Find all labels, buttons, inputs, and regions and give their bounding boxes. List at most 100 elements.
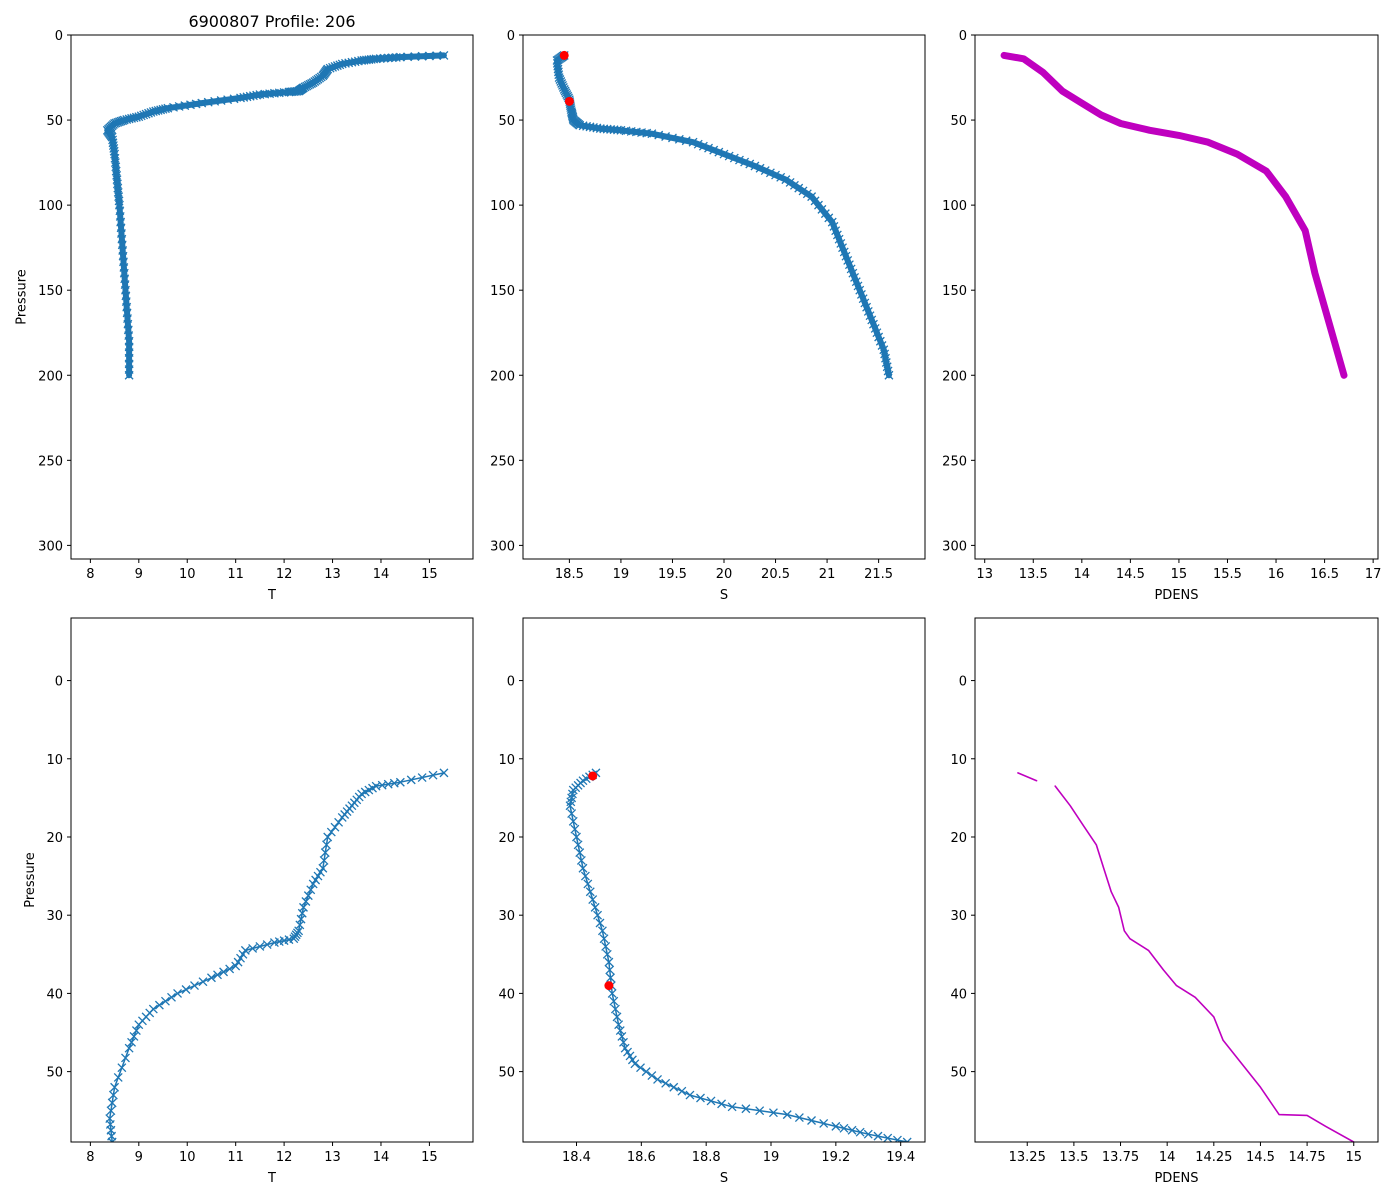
x-tick-label: 12	[276, 1150, 293, 1165]
x-tick-label: 21.5	[864, 567, 893, 582]
x-marker	[334, 817, 344, 827]
x-marker	[709, 145, 719, 155]
x-marker	[337, 812, 347, 822]
x-marker	[819, 1118, 829, 1128]
x-marker	[151, 106, 161, 116]
x-marker	[855, 1127, 865, 1137]
x-marker	[337, 59, 347, 69]
x-marker	[601, 942, 611, 951]
y-tick-label: 250	[490, 454, 515, 469]
x-tick-label: 13.75	[1102, 1150, 1139, 1165]
y-tick-label: 10	[46, 753, 63, 768]
x-marker	[765, 168, 775, 178]
chart-panel-bottom-middle: 18.4 18.6 18.8 19 19.2 19.4 0 10 20 30 40 50 S	[498, 617, 926, 1186]
x-marker	[595, 918, 605, 928]
x-marker	[578, 121, 588, 131]
x-marker	[719, 149, 729, 159]
x-marker	[661, 132, 671, 141]
x-marker	[776, 172, 786, 182]
x-axis-label: PDENS	[1154, 1171, 1198, 1186]
x-marker	[771, 170, 780, 180]
y-tick-label: 50	[46, 1066, 63, 1081]
x-tick-label: 19.4	[886, 1150, 915, 1165]
y-tick-label: 150	[38, 284, 63, 299]
plot-area	[565, 768, 912, 1142]
x-marker	[107, 1098, 117, 1108]
x-marker	[106, 1106, 116, 1116]
x-marker	[669, 1082, 679, 1092]
x-marker	[839, 1123, 849, 1133]
x-marker	[109, 146, 119, 156]
x-marker	[627, 1055, 637, 1065]
x-marker	[892, 1135, 902, 1142]
x-marker	[755, 1106, 765, 1116]
x-marker	[588, 122, 598, 132]
x-marker	[565, 801, 575, 811]
x-marker	[578, 863, 588, 873]
y-tick-label: 0	[959, 675, 967, 690]
x-marker	[568, 816, 578, 826]
x-tick-label: 12	[276, 567, 293, 582]
y-tick-label: 30	[950, 909, 967, 924]
y-axis-label: Pressure	[23, 852, 38, 908]
x-marker	[606, 124, 616, 134]
x-marker	[287, 87, 297, 97]
x-marker	[735, 155, 744, 165]
flag-point	[559, 50, 569, 60]
x-marker	[582, 121, 592, 131]
x-marker	[308, 879, 318, 889]
y-tick-label: 50	[498, 1066, 515, 1081]
x-marker	[580, 871, 590, 881]
x-marker	[306, 885, 316, 895]
x-marker	[595, 124, 605, 134]
chart-panel-top-right: 13 13.5 14 14.5 15 15.5 16 16.5 17 0 50 100 150 200 25…	[942, 29, 1381, 603]
x-marker	[219, 967, 229, 977]
series-markers	[552, 50, 894, 380]
x-tick-label: 16.5	[1310, 567, 1339, 582]
y-tick-label: 100	[490, 199, 515, 214]
x-marker	[424, 51, 434, 61]
x-marker	[807, 1116, 816, 1125]
y-tick-label: 40	[950, 987, 967, 1002]
x-marker	[269, 938, 279, 948]
x-marker	[674, 134, 684, 144]
x-tick-label: 8	[86, 1150, 94, 1165]
x-marker	[760, 166, 770, 175]
axes-frame	[70, 617, 474, 1143]
y-tick-label: 200	[942, 369, 967, 384]
x-marker	[335, 60, 345, 70]
x-tick-label: 13	[324, 1150, 341, 1165]
x-tick-label: 17	[1365, 567, 1382, 582]
plot-area	[102, 50, 449, 380]
y-tick-label: 100	[942, 199, 967, 214]
x-marker	[661, 1078, 671, 1088]
y-axis-label: Pressure	[15, 269, 30, 325]
x-marker	[647, 1071, 657, 1080]
x-tick-label: 8	[86, 567, 94, 582]
chart-panel-top-left: 8 9 10 11 12 13 14 15050100150200250300TPressur…	[15, 29, 474, 603]
x-marker	[681, 136, 691, 146]
y-tick-label: 300	[490, 539, 515, 554]
x-marker	[134, 1020, 144, 1030]
x-marker	[696, 1093, 705, 1103]
y-tick-label: 150	[942, 284, 967, 299]
x-tick-label: 15	[1171, 567, 1188, 582]
x-axis-label: T	[267, 1171, 276, 1186]
x-marker	[625, 1051, 635, 1061]
series-line	[108, 772, 445, 1142]
y-tick-label: 30	[498, 909, 515, 924]
x-marker	[118, 116, 128, 126]
x-marker	[602, 949, 612, 959]
x-marker	[575, 120, 585, 130]
y-tick-label: 30	[46, 909, 63, 924]
x-tick-label: 18.5	[555, 567, 584, 582]
x-marker	[863, 1129, 873, 1139]
y-tick-label: 10	[498, 753, 515, 768]
flag-point	[604, 981, 614, 991]
x-marker	[782, 1110, 792, 1120]
y-tick-label: 40	[46, 987, 63, 1002]
x-marker	[198, 977, 208, 987]
x-axis-label: T	[267, 588, 276, 603]
chart-panel-bottom-left: 8 9 10 11 12 13 14 15 0 10 20 30 40 50 T Pressure	[23, 617, 474, 1186]
x-tick-label: 15	[1345, 1150, 1362, 1165]
